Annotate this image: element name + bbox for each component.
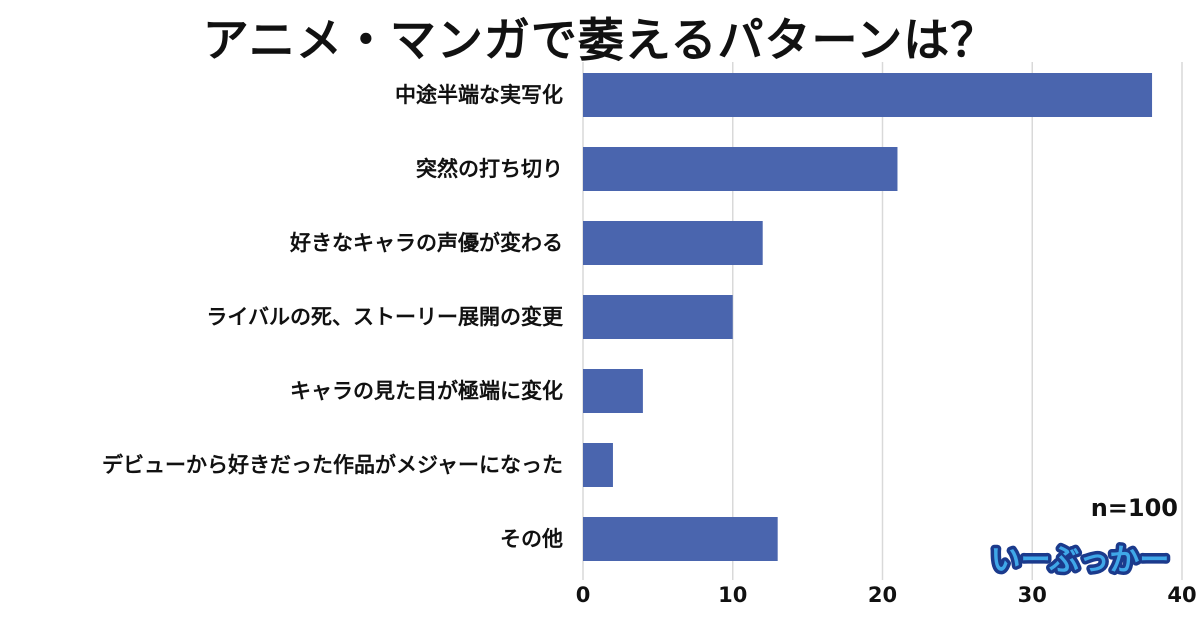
bar bbox=[583, 295, 733, 339]
bar bbox=[583, 73, 1153, 117]
category-label: その他 bbox=[500, 527, 563, 551]
x-tick-label: 20 bbox=[868, 583, 897, 607]
x-tick-label: 10 bbox=[718, 583, 747, 607]
category-labels: 中途半端な実写化突然の打ち切り好きなキャラの声優が変わるライバルの死、ストーリー… bbox=[102, 83, 564, 551]
x-axis-ticks: 0 10 20 30 40 bbox=[576, 583, 1197, 607]
category-label: 突然の打ち切り bbox=[416, 157, 563, 181]
category-label: キャラの見た目が極端に変化 bbox=[290, 379, 563, 403]
bar bbox=[583, 369, 643, 413]
bars bbox=[583, 73, 1153, 561]
category-label: ライバルの死、ストーリー展開の変更 bbox=[206, 305, 564, 329]
bar bbox=[583, 443, 613, 487]
brand-logo-text: いーぶっかー bbox=[991, 543, 1170, 578]
bar bbox=[583, 221, 763, 265]
category-label: 好きなキャラの声優が変わる bbox=[289, 231, 563, 255]
x-tick-label: 30 bbox=[1018, 583, 1047, 607]
chart-title: アニメ・マンガで萎えるパターンは？ bbox=[202, 13, 998, 67]
category-label: 中途半端な実写化 bbox=[395, 83, 563, 107]
brand-logo-outline: いーぶっかー bbox=[991, 543, 1170, 578]
category-label: デビューから好きだった作品がメジャーになった bbox=[102, 453, 563, 477]
brand-logo: いーぶっかー いーぶっかー bbox=[987, 540, 1173, 581]
bar bbox=[583, 517, 778, 561]
x-tick-label: 0 bbox=[576, 583, 591, 607]
x-tick-label: 40 bbox=[1167, 583, 1196, 607]
bar bbox=[583, 147, 898, 191]
sample-size-label: n=100 bbox=[1090, 494, 1178, 522]
